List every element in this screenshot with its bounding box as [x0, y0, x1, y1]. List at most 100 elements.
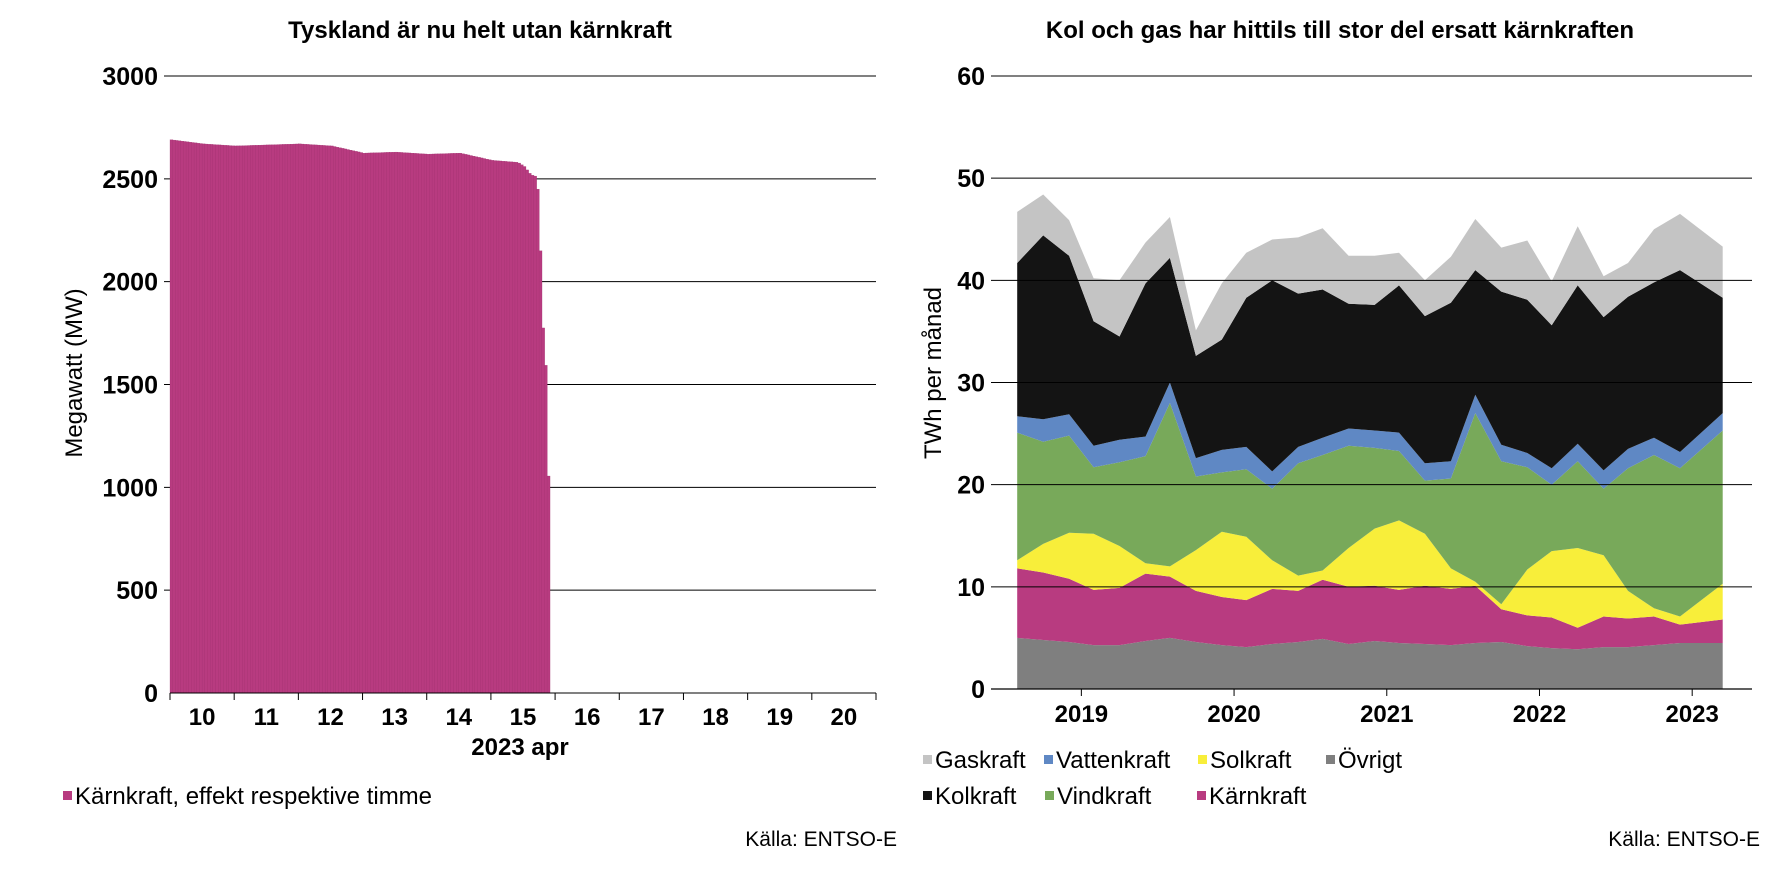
left-bar [319, 145, 323, 694]
left-bar [472, 155, 476, 694]
left-bar [373, 152, 377, 694]
right-chart-title: Kol och gas har hittils till stor del er… [1046, 17, 1634, 44]
left-bar [287, 144, 291, 694]
left-bar [381, 152, 385, 694]
left-bar [480, 157, 484, 694]
right-legend-swatch [1198, 755, 1207, 764]
area-vindkraft [1017, 402, 1723, 617]
right-y-tick-label: 60 [957, 63, 985, 91]
right-y-tick-label: 30 [957, 370, 985, 398]
left-x-tick-label: 18 [702, 704, 729, 731]
left-bar [464, 154, 468, 694]
left-bar [255, 145, 259, 694]
left-bar [402, 152, 406, 694]
left-bar [485, 158, 489, 694]
left-bar [343, 148, 347, 694]
area-vattenkraft [1017, 382, 1723, 489]
left-bar [316, 144, 321, 694]
left-bar [209, 144, 214, 694]
left-bar [271, 144, 275, 694]
left-bar [223, 145, 227, 694]
left-bar [201, 143, 206, 694]
left-bar [528, 173, 532, 694]
right-legend-swatch [1045, 791, 1054, 800]
left-y-tick-label: 2000 [102, 269, 158, 297]
left-legend: Kärnkraft, effekt respektive timme [63, 783, 432, 810]
left-bar [250, 145, 254, 694]
left-bar [378, 152, 382, 694]
left-bar [335, 147, 339, 694]
left-bar [212, 144, 216, 694]
left-bar [474, 156, 478, 694]
right-x-tick-label: 2020 [1207, 701, 1260, 728]
left-bar [477, 157, 481, 694]
left-bar [314, 144, 318, 694]
left-bar [351, 150, 355, 694]
left-x-tick-label: 12 [317, 704, 344, 731]
left-bar [228, 145, 232, 694]
left-bar [274, 144, 278, 694]
left-bar [300, 143, 305, 694]
left-bar [496, 160, 500, 694]
left-bars [169, 139, 551, 694]
left-x-tick-label: 16 [574, 704, 601, 731]
left-bar [218, 144, 222, 694]
right-x-tick-labels: 2019 2020 2021 2022 2023 [1055, 701, 1719, 728]
left-y-axis-label: Megawatt (MW) [61, 288, 88, 457]
left-bar [311, 144, 315, 694]
left-bar [365, 152, 369, 694]
left-bar [445, 153, 449, 694]
left-bar [458, 153, 462, 694]
left-bar [434, 153, 438, 694]
left-bar [239, 145, 243, 694]
right-x-tick-label: 2022 [1513, 701, 1566, 728]
left-bar [252, 145, 257, 694]
left-bar [207, 144, 211, 694]
area-solkraft [1017, 520, 1723, 628]
left-bar [196, 143, 200, 694]
left-bar [330, 145, 334, 694]
left-bar [439, 153, 444, 694]
left-bar [303, 144, 307, 694]
left-bar [260, 144, 265, 694]
left-bar [538, 250, 543, 694]
left-source: Källa: ENTSO-E [745, 828, 897, 851]
left-bar [405, 152, 409, 694]
left-bar [536, 188, 540, 694]
left-bar [525, 169, 529, 694]
left-bar [204, 143, 208, 694]
left-bar [327, 145, 331, 694]
left-bar [456, 153, 460, 694]
left-bar [185, 141, 190, 694]
left-bar [266, 144, 270, 694]
right-legend-label: Vattenkraft [1056, 747, 1171, 774]
left-bar [399, 152, 404, 694]
area-övrigt [1017, 637, 1723, 689]
left-bar [276, 144, 281, 694]
left-bar [533, 175, 537, 694]
electricity-mix-chart: Kol och gas har hittils till stor del er… [920, 17, 1760, 851]
left-x-axis [169, 692, 877, 700]
right-legend-swatch [923, 755, 932, 764]
right-y-tick-label: 10 [957, 574, 985, 602]
left-bar [322, 145, 326, 694]
right-source: Källa: ENTSO-E [1608, 828, 1760, 851]
left-bar [469, 155, 473, 694]
left-bar [418, 153, 422, 694]
left-bar [397, 152, 401, 694]
left-bar [493, 160, 497, 694]
left-bar [282, 144, 286, 694]
right-legend-swatch [1197, 791, 1206, 800]
left-x-tick-label: 20 [831, 704, 858, 731]
left-bar [333, 146, 337, 694]
left-bar [279, 144, 283, 694]
left-bar [295, 143, 299, 694]
area-gaskraft [1017, 194, 1723, 356]
area-kärnkraft [1017, 568, 1723, 650]
left-bar [429, 153, 433, 694]
left-bar [220, 144, 224, 694]
left-bar [501, 161, 505, 694]
left-x-tick-label: 10 [189, 704, 216, 731]
left-bar [520, 164, 524, 694]
left-bar [490, 160, 495, 694]
